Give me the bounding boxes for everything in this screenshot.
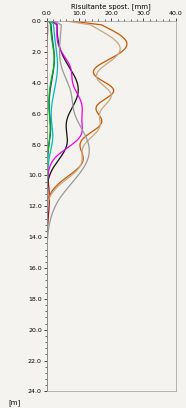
X-axis label: Risultante spost. [mm]: Risultante spost. [mm] [71, 4, 151, 10]
Text: [m]: [m] [8, 399, 20, 406]
